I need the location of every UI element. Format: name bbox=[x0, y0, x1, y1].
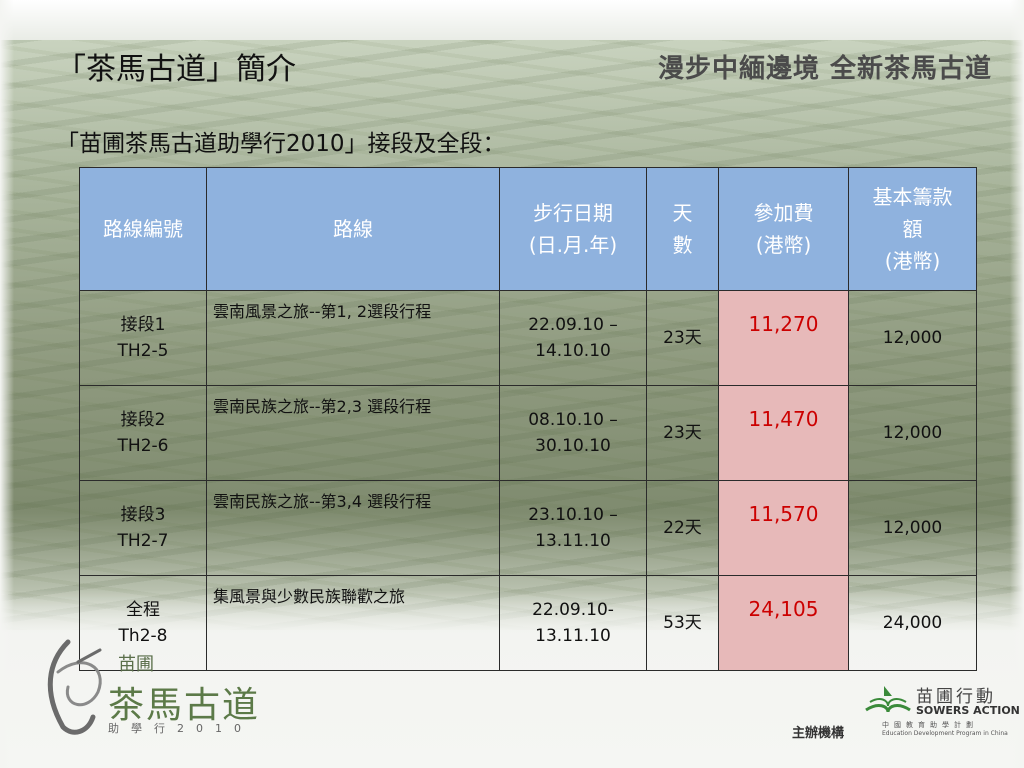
route-no-line2: TH2-5 bbox=[117, 341, 169, 361]
date-line2: 30.10.10 bbox=[535, 436, 611, 456]
background-top-fade bbox=[0, 0, 1024, 40]
cell-route: 雲南民族之旅--第2,3 選段行程 bbox=[206, 385, 500, 481]
table-header-row: 路線編號 路線 步行日期 (日.月.年) 天 數 參加費 (港幣) 基本籌款 額… bbox=[79, 167, 977, 291]
date-line1: 22.09.10 – bbox=[528, 315, 618, 335]
date-line2: 13.11.10 bbox=[535, 531, 611, 551]
logo-main-text: 茶馬古道 bbox=[108, 685, 261, 726]
open-book-icon bbox=[865, 686, 911, 713]
header-date-line2: (日.月.年) bbox=[528, 233, 618, 257]
cell-fee: 24,105 bbox=[718, 575, 849, 671]
cell-days: 23天 bbox=[646, 290, 719, 386]
date-line1: 23.10.10 – bbox=[528, 505, 618, 525]
date-line1: 22.09.10- bbox=[532, 600, 614, 620]
cell-days: 53天 bbox=[646, 575, 719, 671]
slide-title: 「茶馬古道」簡介 bbox=[56, 52, 296, 87]
route-no-line1: 接段1 bbox=[120, 315, 166, 335]
route-no-line1: 接段3 bbox=[120, 505, 166, 525]
table-row: 接段2 TH2-6 雲南民族之旅--第2,3 選段行程 08.10.10 – 3… bbox=[79, 385, 977, 481]
route-no-line2: TH2-6 bbox=[117, 436, 169, 456]
cell-fee: 11,570 bbox=[718, 480, 849, 576]
header-fund-line1: 基本籌款 bbox=[872, 185, 953, 209]
sowers-cn-program: 中國教育助學計劃 bbox=[882, 721, 978, 729]
cell-route-no: 接段2 TH2-6 bbox=[79, 385, 207, 481]
routes-table: 路線編號 路線 步行日期 (日.月.年) 天 數 參加費 (港幣) 基本籌款 額… bbox=[79, 167, 977, 671]
logo-top-text: 苗圃 bbox=[118, 654, 154, 675]
sowers-action-logo: 苗圃行動 SOWERS ACTION 中國教育助學計劃 Education De… bbox=[862, 680, 1020, 742]
horse-brush-icon bbox=[47, 639, 102, 735]
slide-subtitle: 「苗圃茶馬古道助學行2010」接段及全段： bbox=[56, 131, 506, 157]
cell-days: 23天 bbox=[646, 385, 719, 481]
header-days: 天 數 bbox=[646, 167, 719, 291]
table-row: 接段1 TH2-5 雲南風景之旅--第1, 2選段行程 22.09.10 – 1… bbox=[79, 290, 977, 386]
cell-date: 23.10.10 – 13.11.10 bbox=[499, 480, 647, 576]
sowers-en-program: Education Development Program in China bbox=[882, 730, 1008, 737]
sowers-en-name: SOWERS ACTION bbox=[916, 704, 1020, 717]
header-route-no: 路線編號 bbox=[79, 167, 207, 291]
cell-days: 22天 bbox=[646, 480, 719, 576]
route-no-line2: TH2-7 bbox=[117, 531, 169, 551]
cell-route: 雲南風景之旅--第1, 2選段行程 bbox=[206, 290, 500, 386]
organizer-label: 主辦機構 bbox=[792, 726, 845, 741]
cell-fee: 11,470 bbox=[718, 385, 849, 481]
header-fund: 基本籌款 額 (港幣) bbox=[848, 167, 977, 291]
route-no-line1: 接段2 bbox=[120, 410, 166, 430]
header-fee-line1: 參加費 bbox=[753, 201, 814, 225]
header-days-line2: 數 bbox=[672, 233, 693, 257]
cell-fund: 24,000 bbox=[848, 575, 977, 671]
cell-route: 雲南民族之旅--第3,4 選段行程 bbox=[206, 480, 500, 576]
header-date: 步行日期 (日.月.年) bbox=[499, 167, 647, 291]
date-line1: 08.10.10 – bbox=[528, 410, 618, 430]
cell-route-no: 接段3 TH2-7 bbox=[79, 480, 207, 576]
header-fee: 參加費 (港幣) bbox=[718, 167, 849, 291]
cell-fund: 12,000 bbox=[848, 290, 977, 386]
date-line2: 14.10.10 bbox=[535, 341, 611, 361]
cell-date: 22.09.10- 13.11.10 bbox=[499, 575, 647, 671]
cell-fund: 12,000 bbox=[848, 385, 977, 481]
logo-sub-text: 助學行2010 bbox=[108, 722, 253, 735]
header-route: 路線 bbox=[206, 167, 500, 291]
route-no-line1: 全程 bbox=[126, 600, 160, 620]
table-row: 接段3 TH2-7 雲南民族之旅--第3,4 選段行程 23.10.10 – 1… bbox=[79, 480, 977, 576]
header-days-line1: 天 bbox=[672, 201, 693, 225]
cell-route-no: 接段1 TH2-5 bbox=[79, 290, 207, 386]
background-left-edge bbox=[0, 0, 14, 768]
cell-fund: 12,000 bbox=[848, 480, 977, 576]
route-no-line2: Th2-8 bbox=[118, 626, 168, 646]
table-row: 全程 Th2-8 集風景與少數民族聯歡之旅 22.09.10- 13.11.10… bbox=[79, 575, 977, 671]
background-right-edge bbox=[1010, 0, 1024, 768]
cell-route: 集風景與少數民族聯歡之旅 bbox=[206, 575, 500, 671]
slide-tagline: 漫步中緬邊境 全新茶馬古道 bbox=[657, 54, 992, 84]
header-fee-line2: (港幣) bbox=[755, 233, 812, 257]
cell-date: 22.09.10 – 14.10.10 bbox=[499, 290, 647, 386]
header-fund-line3: (港幣) bbox=[884, 249, 941, 273]
header-fund-line2: 額 bbox=[902, 217, 923, 241]
date-line2: 13.11.10 bbox=[535, 626, 611, 646]
cell-date: 08.10.10 – 30.10.10 bbox=[499, 385, 647, 481]
event-logo: 苗圃 茶馬古道 助學行2010 bbox=[38, 632, 258, 742]
sowers-cn-name: 苗圃行動 bbox=[916, 687, 996, 707]
cell-fee: 11,270 bbox=[718, 290, 849, 386]
header-date-line1: 步行日期 bbox=[533, 201, 613, 225]
cell-route-no: 全程 Th2-8 bbox=[79, 575, 207, 671]
